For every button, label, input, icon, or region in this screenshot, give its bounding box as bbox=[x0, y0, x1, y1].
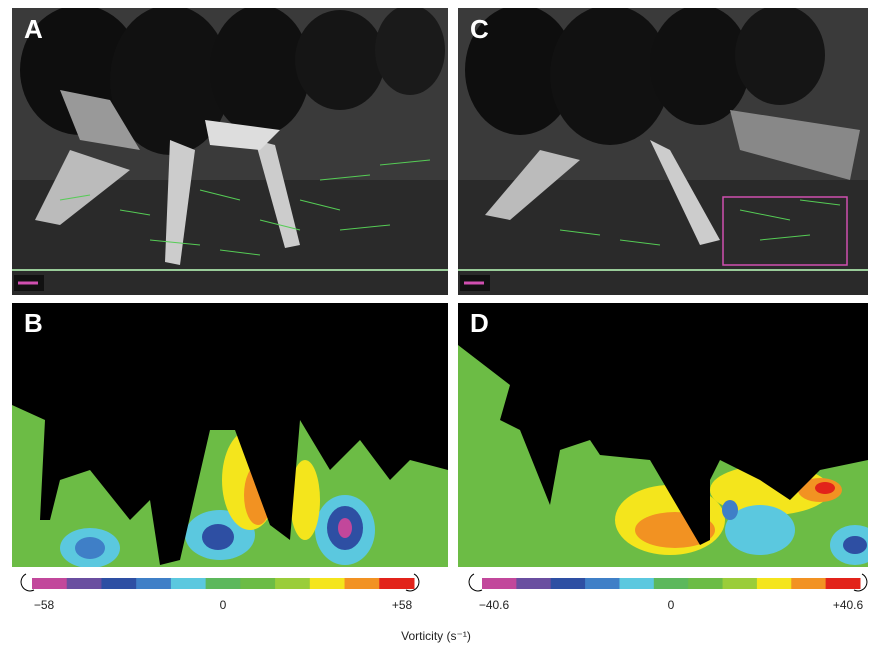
colorbar-tick-label: 0 bbox=[220, 598, 227, 612]
colorbar-cell bbox=[67, 578, 102, 589]
photo-a bbox=[12, 5, 448, 295]
colorbar-cell bbox=[136, 578, 171, 589]
colorbar-cell bbox=[240, 578, 275, 589]
colorbar-tick-label: −58 bbox=[34, 598, 55, 612]
colorbar-tick-label: 0 bbox=[668, 598, 675, 612]
colorbar-tick-label: −40.6 bbox=[479, 598, 510, 612]
colorbar-cell bbox=[619, 578, 654, 589]
colorbar-cell bbox=[551, 578, 586, 589]
colorbar-cell bbox=[826, 578, 861, 589]
rotation-arrow bbox=[469, 574, 482, 591]
colorbar-cell bbox=[101, 578, 136, 589]
panel-label: A bbox=[24, 14, 43, 44]
photo-c bbox=[458, 5, 868, 295]
panel-label: B bbox=[24, 308, 43, 338]
colorbar-cell bbox=[171, 578, 206, 589]
axis-label: Vorticity (s⁻¹) bbox=[401, 629, 471, 643]
vorticity-map-b bbox=[12, 303, 448, 568]
colorbar-cell bbox=[275, 578, 310, 589]
colorbar-cell bbox=[516, 578, 551, 589]
colorbar-cell bbox=[482, 578, 517, 589]
colorbar-tick-label: +58 bbox=[392, 598, 413, 612]
panel-label: D bbox=[470, 308, 489, 338]
colorbar-cell bbox=[310, 578, 345, 589]
colorbar-cell bbox=[723, 578, 758, 589]
colorbar-cell bbox=[206, 578, 241, 589]
figure: Vorticity (s⁻¹) A C B D −58 0 +58 −40.6 0 +40.6 bbox=[0, 0, 873, 647]
colorbar-cell bbox=[688, 578, 723, 589]
colorbar-cell bbox=[757, 578, 792, 589]
panel-label: C bbox=[470, 14, 489, 44]
vorticity-map-d bbox=[458, 303, 873, 567]
colorbar-cell bbox=[32, 578, 67, 589]
colorbar-cell bbox=[585, 578, 620, 589]
colorbar-cell bbox=[791, 578, 826, 589]
colorbar-tick-label: +40.6 bbox=[833, 598, 864, 612]
colorbar-cell bbox=[654, 578, 689, 589]
colorbar-cell bbox=[345, 578, 380, 589]
colorbar-cell bbox=[379, 578, 414, 589]
